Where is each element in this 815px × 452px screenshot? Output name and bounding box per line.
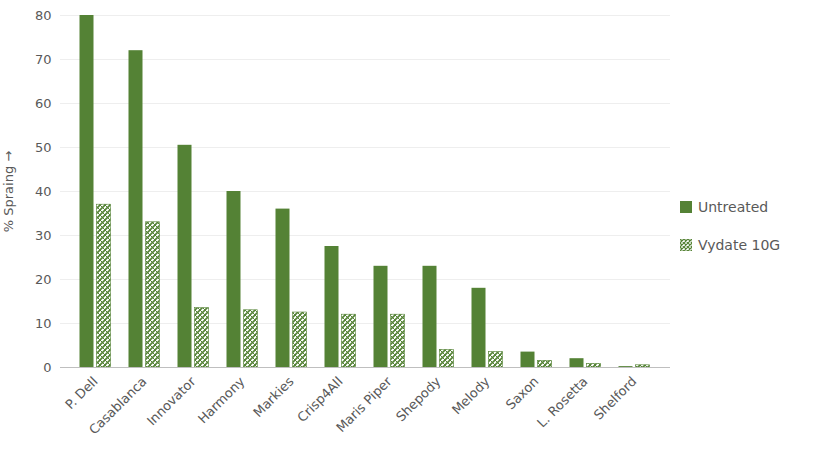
svg-text:Saxon: Saxon xyxy=(503,374,542,413)
svg-text:0: 0 xyxy=(43,360,51,375)
svg-text:P. Dell: P. Dell xyxy=(62,374,100,412)
svg-text:Crisp4All: Crisp4All xyxy=(294,374,345,425)
svg-text:50: 50 xyxy=(35,140,52,155)
svg-text:Casablanca: Casablanca xyxy=(86,374,150,438)
svg-text:Innovator: Innovator xyxy=(144,373,199,428)
svg-text:Markies: Markies xyxy=(250,374,296,420)
svg-text:70: 70 xyxy=(35,52,52,67)
svg-text:20: 20 xyxy=(35,272,52,287)
svg-text:40: 40 xyxy=(35,184,52,199)
svg-text:Shepody: Shepody xyxy=(393,374,444,425)
svg-text:10: 10 xyxy=(35,316,52,331)
svg-text:Harmony: Harmony xyxy=(195,374,248,427)
svg-text:Shelford: Shelford xyxy=(591,374,640,423)
svg-text:60: 60 xyxy=(35,96,52,111)
html-text:Untreated: Untreated xyxy=(698,199,769,215)
svg-text:80: 80 xyxy=(35,8,52,23)
svg-text:Maris Piper: Maris Piper xyxy=(333,373,395,435)
svg-text:% Spraing →: % Spraing → xyxy=(1,151,16,233)
html-text:Vydate 10G: Vydate 10G xyxy=(698,237,781,253)
svg-text:30: 30 xyxy=(35,228,52,243)
svg-text:L. Rosetta: L. Rosetta xyxy=(534,374,590,430)
svg-text:Melody: Melody xyxy=(449,374,493,418)
